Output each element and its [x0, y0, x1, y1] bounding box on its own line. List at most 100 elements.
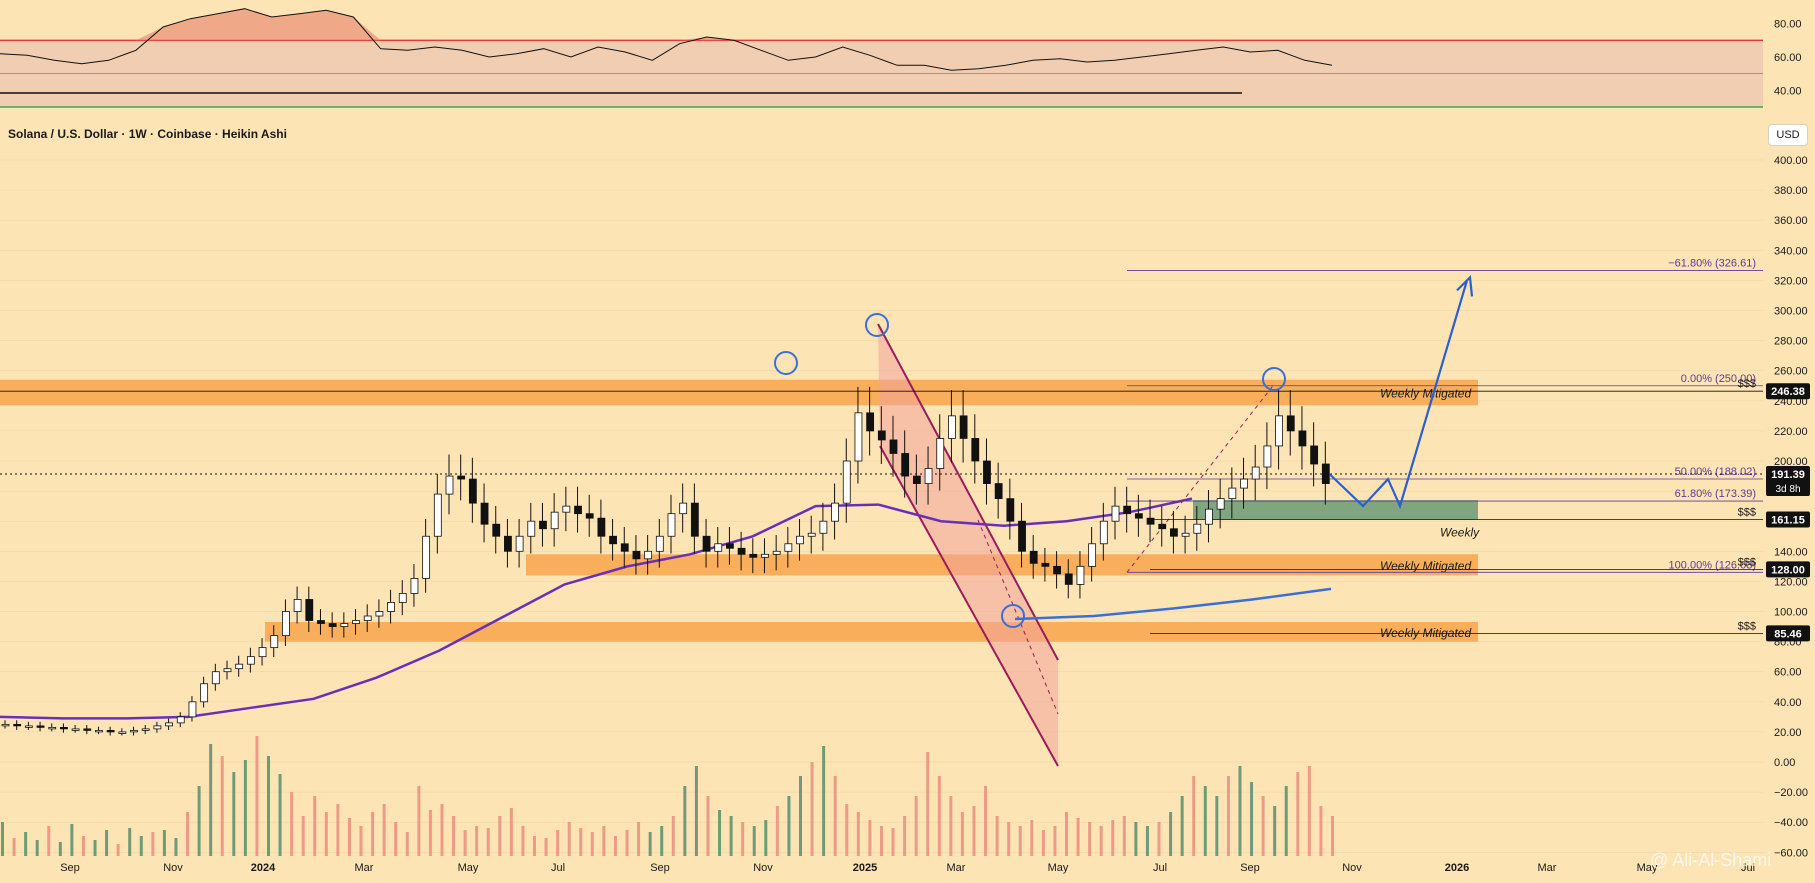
candle-bullish [842, 460, 851, 504]
volume-bar [1238, 766, 1242, 856]
volume-bar [324, 812, 328, 856]
candle-bullish [714, 543, 723, 552]
candle-bearish [1018, 520, 1026, 552]
volume-bar [775, 806, 779, 856]
candle-bearish [83, 728, 92, 731]
fib-label: 61.80% (173.39) [1675, 488, 1756, 500]
candle-bearish [1029, 550, 1038, 564]
y-tick-label: 260.00 [1774, 366, 1808, 378]
fib-label: 0.00% (250.00) [1681, 373, 1756, 385]
price-label-box [1766, 511, 1810, 528]
volume-bar [648, 832, 652, 856]
volume-bar [1041, 830, 1045, 856]
y-tick-label: 380.00 [1774, 185, 1808, 197]
volume-bar [1099, 826, 1103, 856]
candle-bullish [1205, 508, 1213, 525]
candle-bearish [597, 517, 606, 537]
y-tick-label: 20.00 [1774, 727, 1802, 739]
candle-bullish [1181, 532, 1190, 537]
volume-bar [267, 756, 270, 856]
projection-arrowhead [1456, 274, 1474, 297]
volume-bar [162, 830, 166, 856]
candles [1, 386, 1330, 736]
volume-bar [533, 836, 536, 856]
currency-badge[interactable]: USD [1768, 124, 1808, 146]
annotations [774, 274, 1474, 628]
volume-bar [116, 844, 120, 856]
y-tick-label: 280.00 [1774, 336, 1808, 348]
volume-bar [405, 832, 409, 856]
projection-path [1329, 280, 1469, 510]
candle-bullish [118, 731, 127, 734]
volume-bar [382, 804, 386, 856]
candle-bearish [632, 550, 641, 560]
candle-bullish [1099, 520, 1108, 545]
candle-bullish [445, 475, 454, 495]
candle-bullish [1193, 523, 1202, 534]
candle-bearish [574, 505, 582, 515]
fib-label: 50.00% (188.02) [1675, 466, 1756, 478]
candle-bearish [480, 502, 489, 525]
zones: Weekly Mitigated Weekly Mitigated Weekly M… [0, 379, 1480, 642]
ma-blue-line [1014, 587, 1332, 621]
volume-bar [1273, 806, 1277, 856]
candle-bearish [539, 520, 547, 530]
volume-bar [637, 822, 641, 856]
y-tick-label: 320.00 [1774, 275, 1808, 287]
moving-averages [0, 497, 1332, 720]
y-tick-label: 300.00 [1774, 306, 1808, 318]
candle-bearish [1006, 498, 1015, 522]
candle-bearish [1134, 513, 1143, 519]
channel-mid [977, 519, 1059, 715]
volume-bar [822, 746, 826, 856]
candle-bearish [971, 438, 980, 462]
candle-bullish [1228, 487, 1237, 500]
volume-bar [926, 752, 930, 856]
channel-lower [879, 445, 1059, 767]
candle-bearish [983, 460, 991, 484]
volume-bar [475, 826, 479, 856]
rsi-tick-label: 80.00 [1774, 19, 1802, 31]
volume-bar [613, 836, 617, 856]
volume-bar [556, 830, 560, 856]
volume-bar [752, 826, 756, 856]
liquidity-label: $$$ [1738, 556, 1756, 568]
volume-bar [1331, 816, 1334, 856]
volume-bar [1, 822, 4, 856]
descending-channel [877, 323, 1059, 767]
candle-bullish [807, 532, 816, 537]
candle-bearish [737, 547, 746, 555]
candle-bullish [48, 726, 57, 730]
volume-bar [868, 820, 872, 856]
volume-bar [278, 774, 282, 856]
volume-bar [463, 830, 467, 856]
candle-bullish [410, 577, 419, 594]
price-label-box [1766, 465, 1810, 496]
x-tick-label: Mar [1538, 862, 1557, 874]
x-tick-label: Jul [1741, 862, 1755, 874]
y-axis: −60.00−40.00−20.000.0020.0040.0060.0080.… [1774, 155, 1808, 859]
volume-bar [799, 776, 802, 856]
zone-label: Weekly Mitigated [1380, 387, 1471, 401]
candle-bearish [749, 553, 758, 558]
candle-bearish [690, 502, 699, 537]
price-label-text: 191.39 [1771, 469, 1805, 481]
y-tick-label: 200.00 [1774, 456, 1808, 468]
candle-bullish [1275, 415, 1283, 447]
candle-bearish [1321, 463, 1330, 484]
y-tick-label: 0.00 [1774, 757, 1795, 769]
candle-bearish [1146, 517, 1155, 525]
volume-bar [590, 832, 594, 856]
candle-bullish [340, 623, 349, 627]
volume-bar [1122, 816, 1126, 856]
x-tick-label: Jul [1153, 862, 1167, 874]
x-axis: Sep Nov 2024 Mar May Jul Sep Nov 2025 Mar May Jul Se… [60, 862, 1755, 874]
volume-bar [70, 824, 74, 856]
x-tick-label: Mar [355, 862, 374, 874]
volume-bar [660, 826, 664, 856]
volume-bar [1284, 786, 1288, 856]
fibonacci-levels: −61.80% (326.61) 0.00% (250.00) 50.00% (18… [0, 257, 1763, 634]
price-label-box [1766, 383, 1810, 400]
swing-point-circle [1001, 604, 1025, 628]
